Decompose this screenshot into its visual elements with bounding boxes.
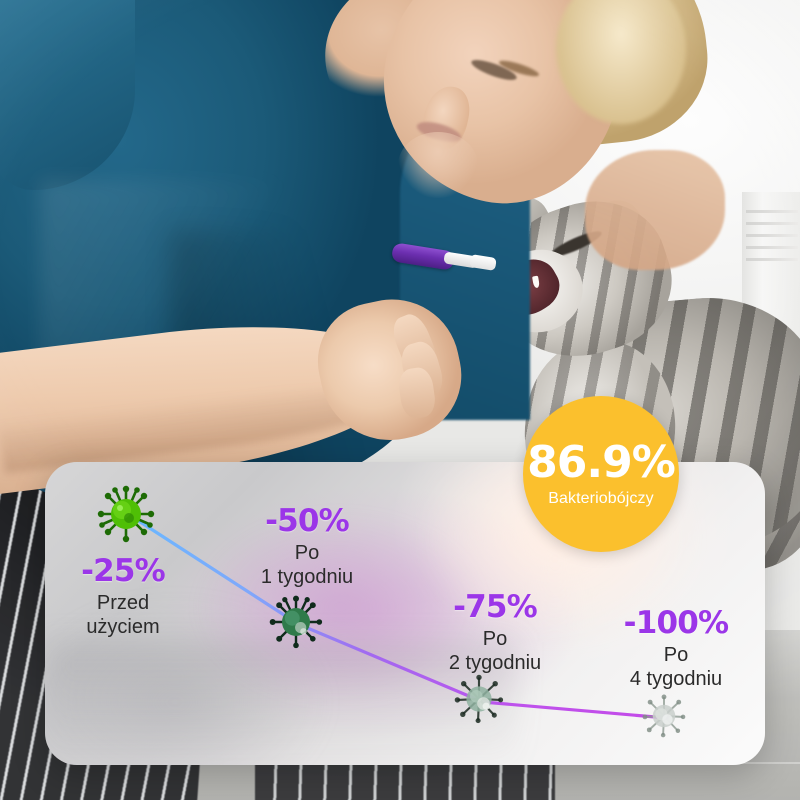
chart-caption-0: Przed użyciem xyxy=(86,592,160,638)
reduction-trend-line xyxy=(129,514,669,720)
chart-label-0: -25% Przed użyciem xyxy=(43,556,203,639)
badge-label: Bakteriobójczy xyxy=(548,489,654,507)
chart-caption-2: Po 2 tygodniu xyxy=(448,628,542,674)
badge-percentage: 86.9% xyxy=(527,436,676,488)
virus-marker-green-dark xyxy=(269,595,323,649)
chart-pct-0: -25% xyxy=(81,553,166,589)
chart-label-3: -100% Po 4 tygodniu xyxy=(586,608,766,691)
virus-marker-faded xyxy=(454,674,504,724)
chart-pct-3: -100% xyxy=(623,605,729,641)
virus-marker-pale xyxy=(642,694,686,738)
virus-marker-green-bright xyxy=(97,485,155,543)
chart-pct-2: -75% xyxy=(453,589,538,625)
chart-pct-1: -50% xyxy=(265,503,350,539)
chart-label-1: -50% Po 1 tygodniu xyxy=(222,506,392,589)
card-shade xyxy=(45,642,515,765)
bactericidal-badge: 86.9% Bakteriobójczy xyxy=(523,396,679,552)
chart-caption-1: Po 1 tygodniu xyxy=(260,542,354,588)
chart-label-2: -75% Po 2 tygodniu xyxy=(410,592,580,675)
chart-caption-3: Po 4 tygodniu xyxy=(629,644,723,690)
